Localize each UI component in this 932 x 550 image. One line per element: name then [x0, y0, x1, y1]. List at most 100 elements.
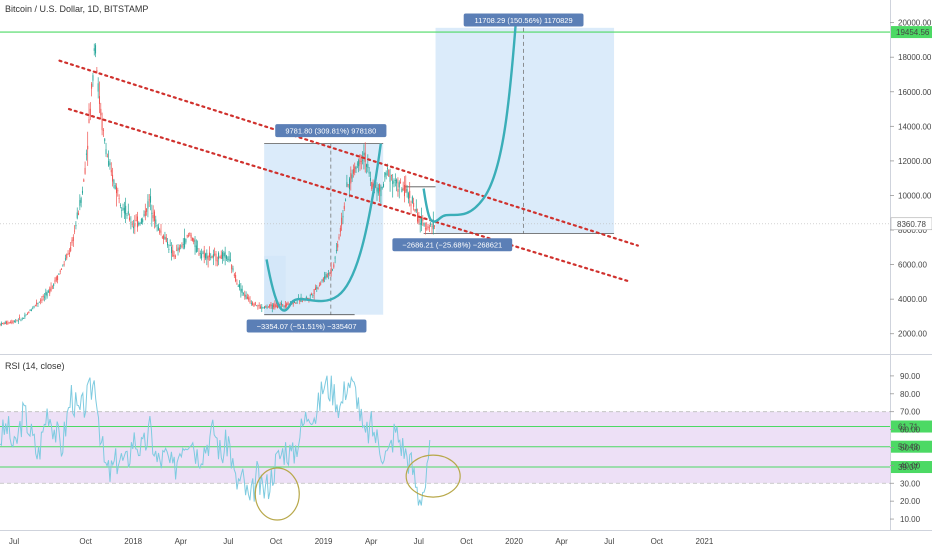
candle-body — [50, 286, 52, 291]
rsi-tick-label: 40.00 — [900, 461, 921, 470]
candle-body — [301, 301, 303, 303]
candle-body — [286, 303, 288, 306]
candle-body — [413, 202, 415, 207]
candle-body — [256, 305, 258, 307]
candle-body — [26, 313, 28, 315]
time-tick-label: Apr — [555, 537, 568, 546]
candle-body — [11, 321, 13, 323]
candle-body — [191, 237, 193, 241]
candle-body — [76, 212, 78, 219]
rsi-tick-label: 80.00 — [900, 390, 921, 399]
candle-body — [21, 317, 23, 319]
candle-body — [270, 304, 272, 306]
annotation-target: 11708.29 (150.56%) 1170829 — [463, 13, 584, 27]
candle-body — [324, 276, 326, 279]
candle-body — [410, 204, 412, 206]
candle-body — [153, 211, 155, 222]
candle-body — [396, 179, 398, 184]
candle-body — [343, 205, 345, 210]
candle-body — [239, 284, 241, 288]
time-tick-label: Oct — [460, 537, 473, 546]
candle-body — [112, 174, 114, 182]
measure-range-target — [435, 27, 615, 234]
candle-body — [83, 179, 85, 182]
time-tick-label: 2021 — [696, 537, 714, 546]
candle-body — [67, 253, 69, 255]
candle-body — [89, 108, 91, 117]
time-tick-label: Oct — [270, 537, 283, 546]
candle-body — [263, 306, 265, 309]
candle-body — [376, 187, 378, 192]
candle-body — [225, 255, 227, 259]
candle-body — [189, 233, 191, 235]
candle-body — [329, 273, 331, 275]
candle-body — [284, 304, 286, 308]
candle-body — [78, 213, 80, 215]
candle-body — [415, 208, 417, 212]
candle-body — [54, 280, 56, 282]
time-tick-label: Apr — [175, 537, 188, 546]
candle-body — [245, 295, 247, 299]
candle-body — [317, 287, 319, 289]
candle-body — [6, 321, 8, 324]
candle-body — [23, 318, 25, 319]
candle-body — [400, 181, 402, 183]
candle-body — [33, 305, 35, 308]
candle-body — [66, 254, 68, 259]
candle-body — [138, 223, 140, 225]
candle-body — [236, 283, 238, 285]
candle-body — [105, 149, 107, 155]
candle-body — [249, 300, 251, 303]
candle-body — [220, 254, 222, 259]
price-tick-label: 16000.00 — [898, 88, 932, 97]
candle-body — [250, 303, 252, 304]
candle-body — [371, 181, 373, 189]
time-tick-label: 2018 — [124, 537, 142, 546]
candle-body — [367, 164, 369, 168]
last-price-value: 8360.78 — [897, 220, 926, 229]
candle-body — [428, 227, 430, 229]
price-tick-label: 6000.00 — [898, 261, 927, 270]
rsi-level-tag — [891, 420, 932, 433]
candle-body — [275, 304, 277, 308]
candle-body — [194, 239, 196, 247]
candle-body — [334, 257, 336, 259]
candle-body — [37, 303, 39, 304]
projection-curve-future — [422, 13, 518, 223]
candle-body — [108, 161, 110, 166]
candle-body — [259, 306, 261, 308]
candle-body — [72, 237, 74, 242]
rsi-tick-label: 60.00 — [900, 426, 921, 435]
candle-body — [164, 236, 166, 239]
candle-body — [377, 187, 379, 194]
candle-body — [57, 275, 59, 281]
candle-body — [352, 169, 354, 174]
candle-body — [24, 315, 26, 318]
candle-body — [337, 244, 339, 248]
annotation-drawdown-text: −3354.07 (−51.51%) −335407 — [257, 322, 357, 331]
candle-body — [190, 234, 192, 238]
candle-body — [414, 209, 416, 211]
time-tick-label: Jul — [604, 537, 614, 546]
candle-body — [355, 166, 357, 169]
time-tick-label: 2020 — [505, 537, 523, 546]
candle-body — [133, 226, 135, 229]
candle-body — [406, 188, 408, 194]
candle-body — [114, 184, 116, 190]
candle-body — [393, 181, 395, 183]
candle-body — [49, 288, 51, 294]
candle-body — [394, 180, 396, 181]
candle-body — [261, 306, 263, 309]
candle-body — [44, 296, 46, 298]
candle-body — [178, 247, 180, 251]
candle-body — [339, 227, 341, 233]
candle-body — [53, 284, 55, 286]
candle-body — [71, 239, 73, 244]
candle-body — [232, 268, 234, 271]
resistance-value: 19454.56 — [896, 28, 930, 37]
candle-body — [424, 228, 426, 230]
candle-body — [131, 223, 133, 225]
price-tick-label: 12000.00 — [898, 157, 932, 166]
candle-body — [228, 256, 230, 261]
